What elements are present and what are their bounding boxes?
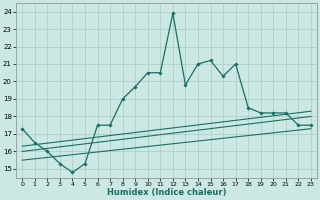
- X-axis label: Humidex (Indice chaleur): Humidex (Indice chaleur): [107, 188, 226, 197]
